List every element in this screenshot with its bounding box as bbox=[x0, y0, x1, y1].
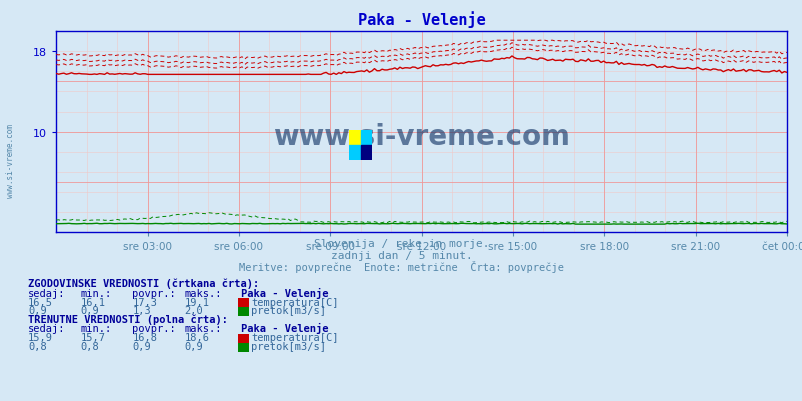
Text: sedaj:: sedaj: bbox=[28, 324, 66, 334]
Text: Meritve: povprečne  Enote: metrične  Črta: povprečje: Meritve: povprečne Enote: metrične Črta:… bbox=[239, 261, 563, 273]
Text: Slovenija / reke in morje.: Slovenija / reke in morje. bbox=[314, 239, 488, 249]
Text: maks.:: maks.: bbox=[184, 324, 222, 334]
Text: 0,9: 0,9 bbox=[132, 341, 151, 351]
Text: temperatura[C]: temperatura[C] bbox=[251, 297, 338, 307]
Text: 0,8: 0,8 bbox=[80, 341, 99, 351]
Text: Paka - Velenje: Paka - Velenje bbox=[241, 323, 328, 334]
Text: min.:: min.: bbox=[80, 288, 111, 298]
Text: maks.:: maks.: bbox=[184, 288, 222, 298]
Bar bbox=[360, 146, 371, 160]
Text: povpr.:: povpr.: bbox=[132, 324, 176, 334]
Text: 0,8: 0,8 bbox=[28, 341, 47, 351]
Bar bbox=[349, 146, 360, 160]
Text: 17,3: 17,3 bbox=[132, 297, 157, 307]
Title: Paka - Velenje: Paka - Velenje bbox=[357, 11, 485, 28]
Text: 15,7: 15,7 bbox=[80, 332, 105, 342]
Text: 1,3: 1,3 bbox=[132, 306, 151, 316]
Text: Paka - Velenje: Paka - Velenje bbox=[241, 287, 328, 298]
Text: www.si-vreme.com: www.si-vreme.com bbox=[6, 124, 15, 197]
Text: min.:: min.: bbox=[80, 324, 111, 334]
Text: 16,5: 16,5 bbox=[28, 297, 53, 307]
Text: 0,9: 0,9 bbox=[80, 306, 99, 316]
Text: 18,6: 18,6 bbox=[184, 332, 209, 342]
Text: 19,1: 19,1 bbox=[184, 297, 209, 307]
Text: zadnji dan / 5 minut.: zadnji dan / 5 minut. bbox=[330, 251, 472, 261]
Text: 16,8: 16,8 bbox=[132, 332, 157, 342]
Bar bbox=[349, 130, 360, 146]
Text: 0,9: 0,9 bbox=[28, 306, 47, 316]
Text: 15,9: 15,9 bbox=[28, 332, 53, 342]
Text: TRENUTNE VREDNOSTI (polna črta):: TRENUTNE VREDNOSTI (polna črta): bbox=[28, 314, 228, 324]
Text: temperatura[C]: temperatura[C] bbox=[251, 332, 338, 342]
Bar bbox=[360, 130, 371, 146]
Text: ZGODOVINSKE VREDNOSTI (črtkana črta):: ZGODOVINSKE VREDNOSTI (črtkana črta): bbox=[28, 278, 259, 289]
Text: povpr.:: povpr.: bbox=[132, 288, 176, 298]
Text: sedaj:: sedaj: bbox=[28, 288, 66, 298]
Text: 16,1: 16,1 bbox=[80, 297, 105, 307]
Text: pretok[m3/s]: pretok[m3/s] bbox=[251, 306, 326, 316]
Text: 0,9: 0,9 bbox=[184, 341, 203, 351]
Text: www.si-vreme.com: www.si-vreme.com bbox=[273, 122, 569, 150]
Text: pretok[m3/s]: pretok[m3/s] bbox=[251, 341, 326, 351]
Text: 2,0: 2,0 bbox=[184, 306, 203, 316]
